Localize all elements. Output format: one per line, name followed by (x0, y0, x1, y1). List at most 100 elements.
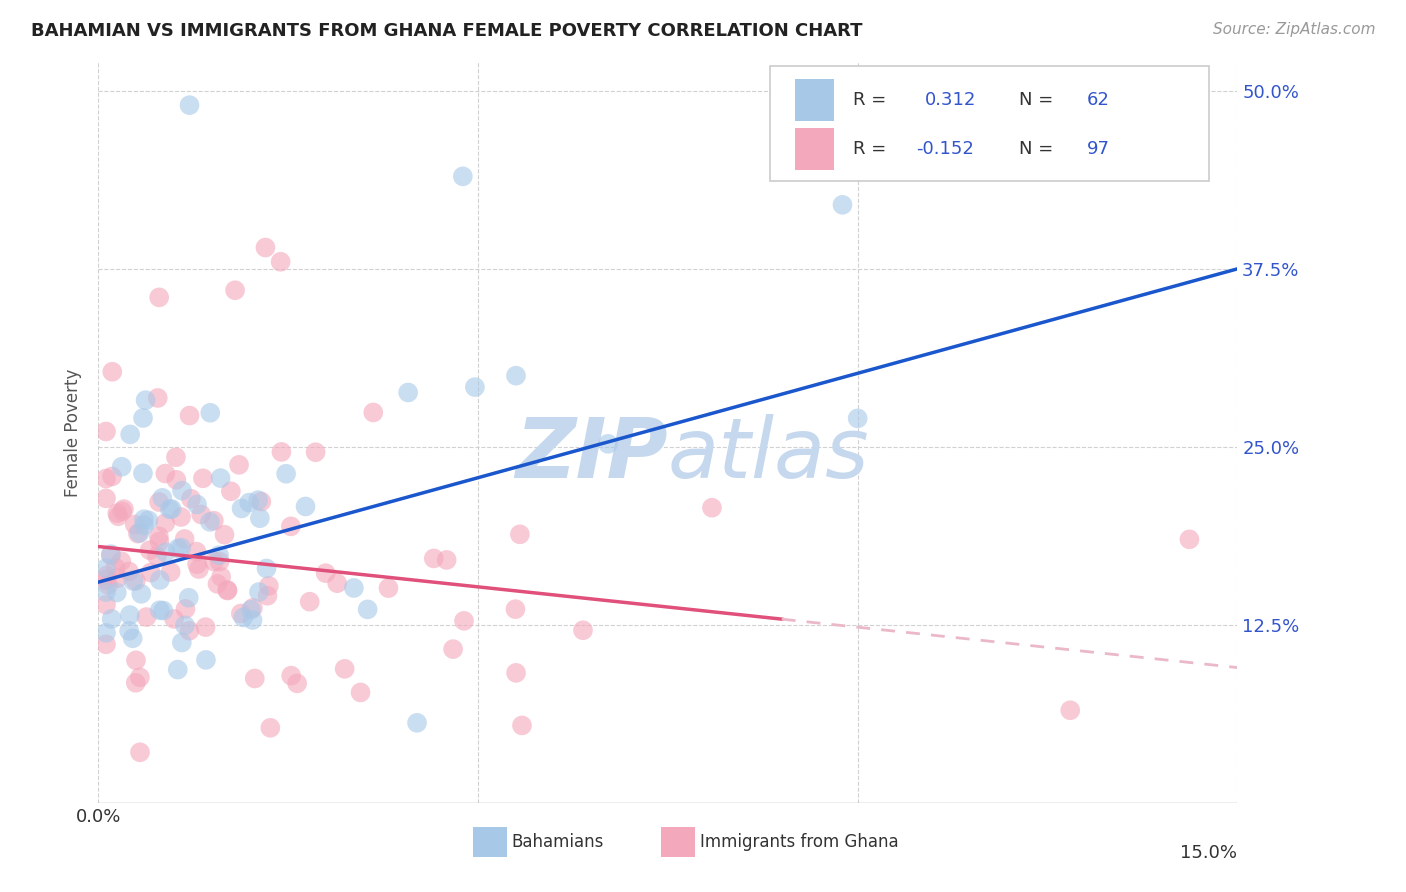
Point (97, 578, 120, 592)
Point (249, 511, 271, 525)
Point (124, 517, 146, 532)
FancyBboxPatch shape (796, 128, 834, 170)
Text: R =: R = (853, 140, 893, 158)
Text: 15.0%: 15.0% (1180, 844, 1237, 862)
Point (247, 585, 270, 599)
Point (315, 566, 337, 581)
Point (208, 555, 231, 569)
Point (148, 290, 170, 304)
Point (187, 562, 209, 576)
Point (270, 254, 292, 268)
Text: N =: N = (1018, 91, 1059, 109)
Y-axis label: Female Poverty: Female Poverty (65, 368, 83, 497)
Point (509, 527, 531, 541)
Point (100, 612, 122, 626)
Point (186, 498, 208, 512)
Point (361, 405, 384, 419)
Point (219, 484, 242, 499)
FancyBboxPatch shape (770, 66, 1209, 181)
Point (165, 450, 187, 465)
Point (132, 518, 155, 533)
Point (125, 653, 148, 667)
Point (229, 607, 252, 621)
Point (270, 445, 292, 459)
Point (238, 495, 260, 509)
Point (149, 573, 172, 587)
Point (377, 581, 399, 595)
Point (125, 574, 148, 588)
Point (572, 624, 595, 638)
Point (231, 501, 253, 516)
Point (349, 685, 371, 699)
Point (194, 653, 217, 667)
FancyBboxPatch shape (472, 827, 508, 857)
Point (173, 532, 195, 546)
Point (209, 570, 232, 584)
Point (280, 668, 302, 682)
Point (343, 581, 366, 595)
Point (453, 614, 475, 628)
Point (139, 566, 162, 580)
Point (304, 445, 326, 459)
Point (217, 582, 239, 597)
Point (190, 508, 212, 522)
Point (110, 554, 132, 568)
Point (112, 502, 135, 516)
Point (160, 502, 183, 516)
Point (505, 665, 527, 680)
Point (505, 368, 527, 383)
Point (166, 663, 188, 677)
Point (138, 513, 160, 527)
Point (120, 427, 142, 442)
Point (155, 467, 177, 481)
Point (170, 635, 193, 649)
Point (298, 595, 321, 609)
Point (150, 491, 173, 505)
Point (464, 380, 486, 394)
FancyBboxPatch shape (661, 827, 695, 857)
Text: N =: N = (1018, 140, 1059, 158)
Point (326, 576, 349, 591)
Point (118, 565, 141, 579)
Point (94, 598, 117, 612)
Point (207, 577, 229, 591)
Point (107, 571, 129, 585)
Text: 97: 97 (1087, 140, 1109, 158)
Point (242, 613, 264, 627)
Point (111, 459, 134, 474)
Point (155, 516, 177, 531)
Point (224, 283, 246, 297)
Point (94, 561, 117, 575)
Point (180, 491, 202, 506)
Point (598, 437, 620, 451)
Point (146, 549, 169, 564)
Point (174, 602, 197, 616)
Point (94, 491, 117, 506)
Point (104, 560, 127, 574)
Point (107, 509, 129, 524)
Point (122, 574, 145, 588)
Point (118, 607, 141, 622)
Point (510, 718, 533, 732)
Point (186, 558, 208, 572)
Point (111, 504, 134, 518)
Point (129, 745, 152, 759)
Point (148, 495, 170, 509)
Point (243, 672, 266, 686)
Text: BAHAMIAN VS IMMIGRANTS FROM GHANA FEMALE POVERTY CORRELATION CHART: BAHAMIAN VS IMMIGRANTS FROM GHANA FEMALE… (31, 22, 862, 40)
Point (254, 240, 277, 255)
Point (170, 510, 193, 524)
Point (198, 515, 221, 529)
Point (1178, 533, 1201, 547)
Point (148, 529, 170, 543)
Point (101, 469, 124, 483)
Point (149, 603, 172, 617)
Point (423, 551, 446, 566)
Point (285, 676, 308, 690)
Point (152, 603, 174, 617)
Point (217, 583, 239, 598)
Text: Source: ZipAtlas.com: Source: ZipAtlas.com (1212, 22, 1375, 37)
Point (101, 365, 124, 379)
Point (132, 467, 155, 481)
Point (247, 493, 270, 508)
